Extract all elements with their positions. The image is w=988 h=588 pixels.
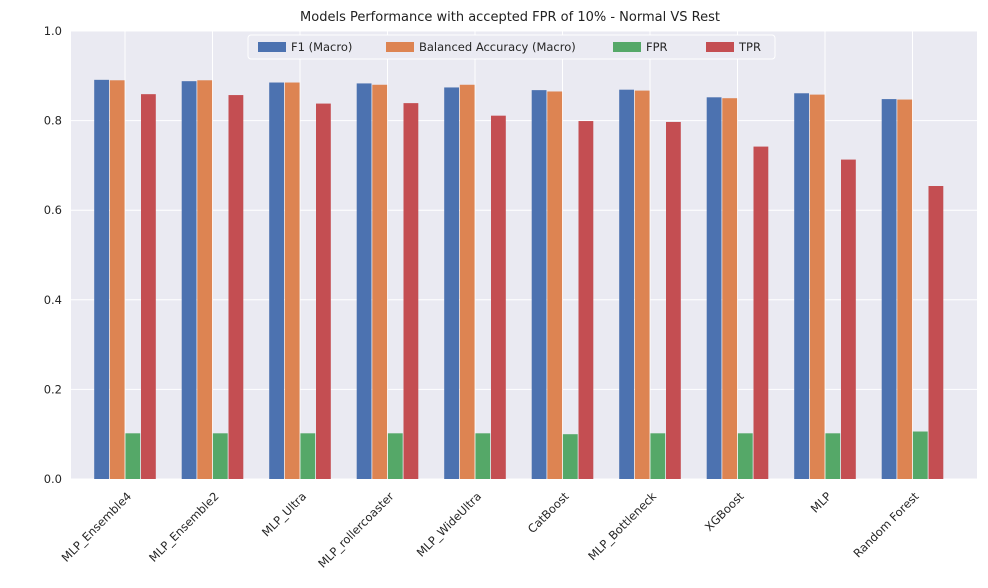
bar-f1-macro-7 [706, 97, 722, 479]
bar-fpr-9 [912, 431, 928, 479]
bar-f1-macro-4 [444, 87, 459, 479]
bar-f1-macro-0 [94, 79, 109, 479]
bar-balanced-accuracy-macro-2 [284, 82, 300, 480]
bar-balanced-accuracy-macro-6 [634, 90, 650, 480]
x-tick-label: MLP_rollercoaster [315, 489, 397, 571]
x-tick-label: MLP_Ensemble2 [146, 489, 221, 564]
bar-tpr-4 [491, 115, 506, 479]
bar-balanced-accuracy-macro-7 [722, 98, 738, 479]
x-axis-ticks: MLP_Ensemble4 MLP_Ensemble2 MLP_Ultra MLP_r… [59, 489, 922, 571]
bar-f1-macro-6 [619, 89, 634, 480]
bar-tpr-5 [578, 121, 594, 479]
plot-area [71, 31, 977, 479]
legend-label: FPR [646, 40, 668, 54]
bar-fpr-3 [387, 433, 403, 479]
bar-tpr-0 [141, 94, 156, 479]
legend-swatch [386, 42, 414, 52]
bar-f1-macro-9 [881, 99, 897, 479]
y-tick-label: 0.4 [44, 293, 62, 307]
bar-balanced-accuracy-macro-9 [897, 99, 913, 479]
bar-fpr-7 [737, 433, 753, 479]
bar-fpr-1 [212, 433, 228, 479]
bar-f1-macro-2 [269, 82, 284, 480]
bar-tpr-7 [753, 146, 769, 480]
x-tick-label: CatBoost [525, 489, 572, 536]
legend-swatch [258, 42, 286, 52]
y-tick-label: 0.0 [44, 472, 62, 486]
y-axis-ticks: 0.0 0.2 0.4 0.6 0.8 1.0 [44, 24, 62, 486]
legend-swatch [613, 42, 641, 52]
x-tick-label: MLP_WideUltra [414, 489, 484, 559]
legend: F1 (Macro) Balanced Accuracy (Macro) FPR TP… [247, 34, 776, 60]
bar-balanced-accuracy-macro-8 [809, 94, 825, 479]
legend-swatch [706, 42, 734, 52]
bar-tpr-6 [666, 121, 681, 479]
x-tick-label: MLP_Ensemble4 [59, 489, 134, 564]
bar-f1-macro-8 [794, 93, 809, 479]
bar-balanced-accuracy-macro-1 [197, 80, 213, 479]
bar-balanced-accuracy-macro-5 [547, 91, 563, 479]
bar-fpr-6 [650, 433, 666, 479]
bar-tpr-9 [928, 186, 944, 479]
bar-balanced-accuracy-macro-4 [459, 84, 475, 479]
bar-tpr-3 [403, 103, 419, 480]
bar-f1-macro-1 [181, 81, 197, 480]
x-tick-label: MLP_Ultra [259, 489, 309, 539]
x-tick-label: XGBoost [702, 489, 747, 534]
grid-lines [71, 30, 977, 480]
y-tick-label: 0.2 [44, 382, 62, 396]
chart-title: Models Performance with accepted FPR of … [300, 10, 720, 25]
bar-tpr-1 [228, 95, 244, 480]
bar-f1-macro-5 [531, 90, 547, 480]
legend-label: Balanced Accuracy (Macro) [419, 40, 576, 54]
bar-tpr-8 [841, 159, 856, 480]
bar-fpr-4 [475, 433, 491, 479]
bar-tpr-2 [316, 103, 331, 480]
bar-f1-macro-3 [356, 83, 372, 479]
legend-label: F1 (Macro) [291, 40, 352, 54]
bar-fpr-5 [562, 434, 578, 479]
legend-label: TPR [738, 40, 761, 54]
x-tick-label: MLP_Bottleneck [585, 489, 659, 563]
y-tick-label: 1.0 [44, 24, 62, 38]
bar-balanced-accuracy-macro-0 [109, 80, 125, 479]
legend-box [247, 34, 776, 60]
x-tick-label: MLP [808, 489, 834, 515]
y-tick-label: 0.8 [44, 114, 62, 128]
x-tick-label: Random Forest [851, 489, 922, 560]
y-tick-label: 0.6 [44, 203, 62, 217]
bar-fpr-8 [825, 433, 841, 479]
bar-fpr-0 [125, 433, 141, 479]
bar-fpr-2 [300, 433, 316, 479]
bars [94, 79, 944, 480]
bar-balanced-accuracy-macro-3 [372, 84, 388, 479]
